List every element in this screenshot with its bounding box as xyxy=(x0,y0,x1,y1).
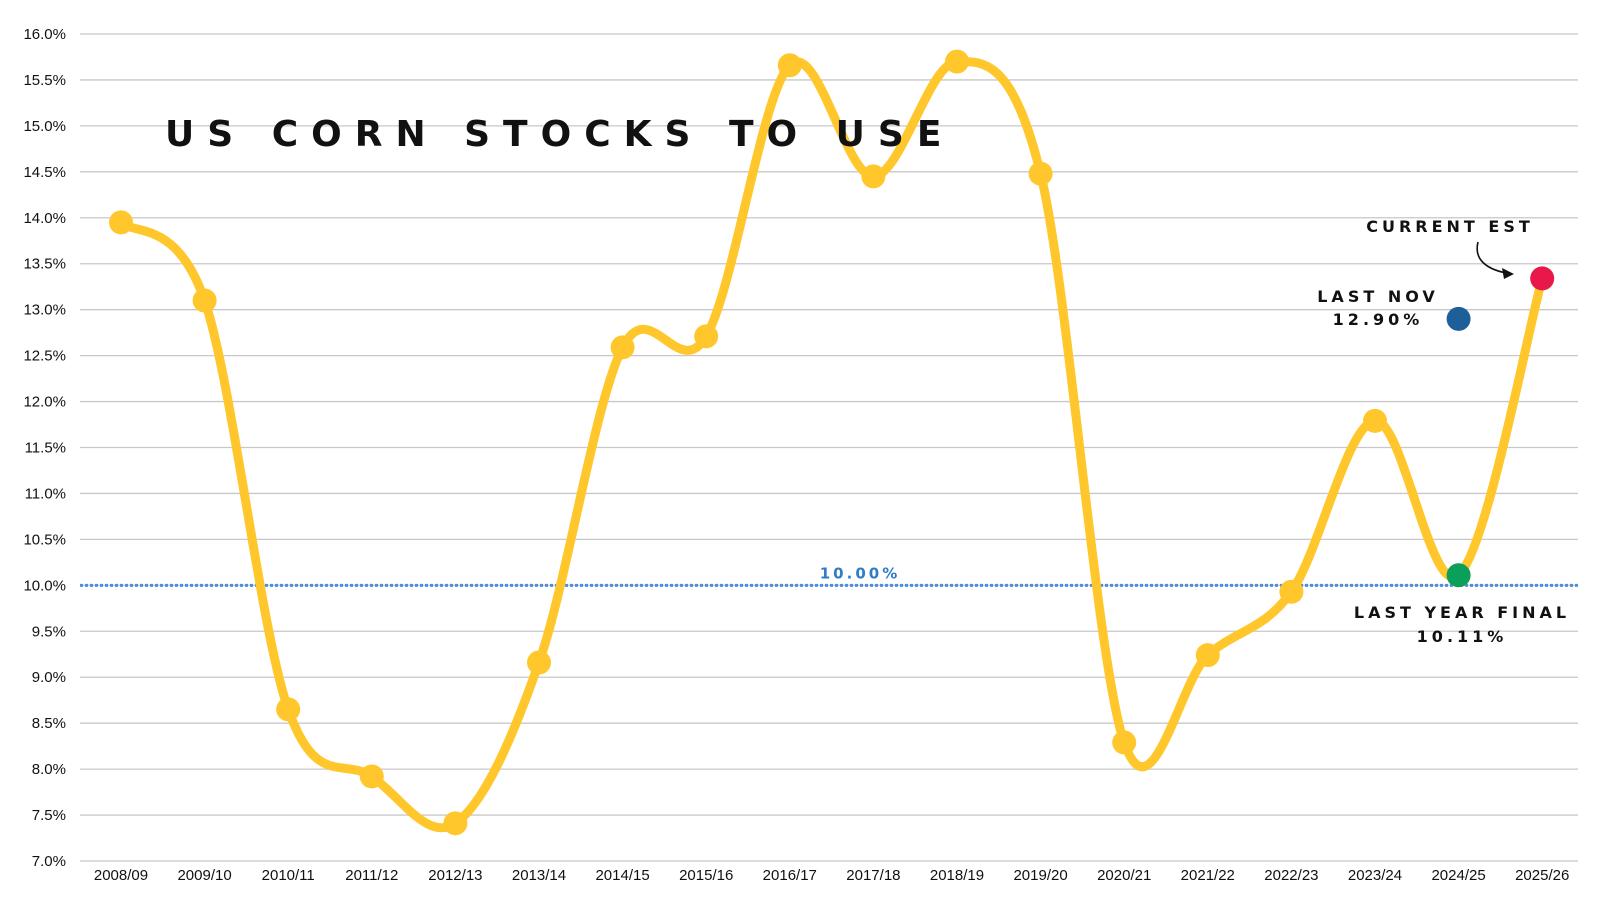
x-tick-label: 2015/16 xyxy=(679,867,733,884)
x-axis-ticks: 2008/09 2009/10 2010/11 2011/12 2012/13 2013/… xyxy=(94,867,1569,884)
data-point xyxy=(861,164,886,189)
current-est-label: CURRENT EST xyxy=(1366,217,1534,236)
reference-line-group: 10.00% xyxy=(80,564,1578,587)
x-tick-label: 2023/24 xyxy=(1348,867,1402,884)
data-point xyxy=(777,53,802,78)
data-point xyxy=(1363,408,1387,433)
data-point xyxy=(109,210,133,235)
y-tick-label: 9.0% xyxy=(32,669,66,686)
x-tick-label: 2024/25 xyxy=(1431,867,1485,884)
y-tick-label: 7.5% xyxy=(32,807,66,824)
x-tick-label: 2019/20 xyxy=(1013,867,1067,884)
y-tick-label: 14.5% xyxy=(23,164,66,181)
last-year-final-point xyxy=(1446,563,1471,588)
y-tick-label: 7.0% xyxy=(32,853,66,870)
x-tick-label: 2012/13 xyxy=(428,867,482,884)
y-tick-label: 15.0% xyxy=(23,118,66,135)
y-tick-label: 9.5% xyxy=(32,623,66,640)
x-tick-label: 2022/23 xyxy=(1264,867,1318,884)
data-point xyxy=(610,335,635,360)
x-tick-label: 2010/11 xyxy=(262,867,315,884)
grid-lines xyxy=(80,33,1578,862)
x-tick-label: 2014/15 xyxy=(595,867,649,884)
last-year-final-label: LAST YEAR FINAL xyxy=(1354,603,1570,622)
series-line xyxy=(116,57,1547,833)
y-tick-label: 10.5% xyxy=(23,531,66,548)
x-tick-label: 2020/21 xyxy=(1097,867,1151,884)
last-nov-value: 12.90% xyxy=(1333,310,1424,329)
y-tick-label: 10.0% xyxy=(23,577,66,594)
data-point xyxy=(359,764,384,789)
y-tick-label: 8.0% xyxy=(32,761,66,778)
current-est-arrow xyxy=(1476,241,1513,275)
y-tick-label: 12.0% xyxy=(23,394,66,411)
current-est-arrowhead xyxy=(1502,268,1514,279)
current-est-point xyxy=(1530,266,1555,291)
data-point xyxy=(527,650,551,675)
x-tick-label: 2009/10 xyxy=(177,867,231,884)
data-point xyxy=(1028,161,1053,186)
y-tick-label: 11.0% xyxy=(25,485,66,502)
x-tick-label: 2013/14 xyxy=(512,867,566,884)
y-tick-label: 11.5% xyxy=(25,440,66,457)
data-point xyxy=(1195,643,1220,668)
y-axis-ticks: 7.0% 7.5% 8.0% 8.5% 9.0% 9.5% 10.0% 10.5% 11.0% 1… xyxy=(23,26,66,870)
x-tick-label: 2017/18 xyxy=(846,867,900,884)
data-point xyxy=(945,49,969,74)
reference-line-label: 10.00% xyxy=(820,564,900,582)
data-point xyxy=(443,811,468,836)
y-tick-label: 16.0% xyxy=(23,26,66,43)
data-point xyxy=(1112,730,1137,755)
x-tick-label: 2021/22 xyxy=(1181,867,1235,884)
y-tick-label: 15.5% xyxy=(23,72,66,89)
x-tick-label: 2016/17 xyxy=(763,867,817,884)
x-tick-label: 2018/19 xyxy=(930,867,984,884)
y-tick-label: 13.0% xyxy=(23,302,66,319)
x-tick-label: 2011/12 xyxy=(345,867,398,884)
y-tick-label: 14.0% xyxy=(23,210,66,227)
highlight-group: CURRENT EST LAST NOV 12.90% LAST YEAR FINAL… xyxy=(1317,217,1570,646)
x-tick-label: 2008/09 xyxy=(94,867,148,884)
chart-title: US CORN STOCKS TO USE xyxy=(165,114,954,155)
last-nov-label: LAST NOV xyxy=(1317,287,1439,306)
data-point xyxy=(1279,579,1304,604)
last-nov-point xyxy=(1446,306,1471,331)
y-tick-label: 8.5% xyxy=(32,715,66,732)
data-point xyxy=(192,288,217,313)
last-year-final-value: 10.11% xyxy=(1417,627,1508,646)
y-tick-label: 12.5% xyxy=(23,348,66,365)
data-point xyxy=(276,697,301,722)
y-tick-label: 13.5% xyxy=(23,256,66,273)
x-tick-label: 2025/26 xyxy=(1515,867,1569,884)
data-point xyxy=(694,324,719,349)
series-group xyxy=(109,49,1555,836)
